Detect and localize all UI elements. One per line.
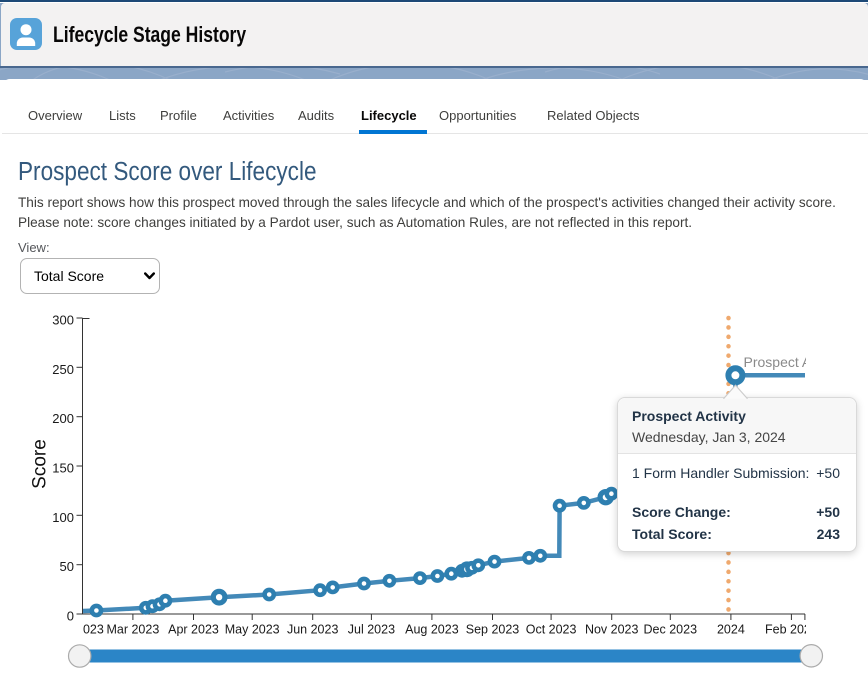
svg-text:100: 100 bbox=[52, 510, 74, 525]
svg-text:0: 0 bbox=[67, 609, 74, 624]
svg-text:Jun 2023: Jun 2023 bbox=[287, 623, 338, 637]
svg-text:Feb 2023: Feb 2023 bbox=[51, 623, 104, 637]
svg-text:Feb 2024: Feb 2024 bbox=[765, 623, 818, 637]
svg-text:2024: 2024 bbox=[717, 623, 745, 637]
svg-text:Score: Score bbox=[30, 439, 51, 489]
svg-text:Dec 2023: Dec 2023 bbox=[644, 623, 698, 637]
svg-text:May 2023: May 2023 bbox=[225, 623, 280, 637]
svg-text:Sep 2023: Sep 2023 bbox=[466, 623, 520, 637]
svg-text:250: 250 bbox=[52, 362, 74, 377]
svg-text:200: 200 bbox=[52, 411, 74, 426]
svg-text:Jul 2023: Jul 2023 bbox=[348, 623, 395, 637]
svg-text:Nov 2023: Nov 2023 bbox=[585, 623, 639, 637]
svg-text:150: 150 bbox=[52, 461, 74, 476]
svg-text:50: 50 bbox=[60, 559, 74, 574]
svg-text:Prospect Activity: Prospect Activity bbox=[744, 354, 847, 370]
svg-text:Mar 2023: Mar 2023 bbox=[106, 623, 159, 637]
svg-text:Oct 2023: Oct 2023 bbox=[526, 623, 577, 637]
svg-text:300: 300 bbox=[52, 313, 74, 328]
svg-text:Apr 2023: Apr 2023 bbox=[168, 623, 219, 637]
svg-text:Aug 2023: Aug 2023 bbox=[405, 623, 459, 637]
